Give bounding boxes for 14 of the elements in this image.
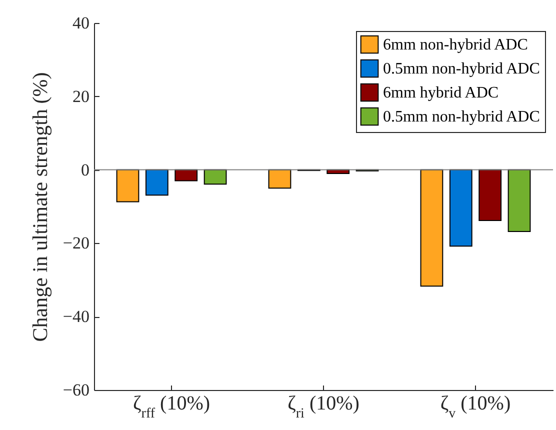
legend-label: 6mm non-hybrid ADC [383,36,528,54]
legend-label: 0.5mm non-hybrid ADC [383,60,540,78]
y-tick-label: −20 [62,234,90,253]
y-tick-label: 0 [81,160,90,180]
x-tick-label: ζ$_{ri}$ (10%) [288,392,360,421]
y-tick-label: −40 [62,307,90,326]
y-axis-title: Change in ultimate strength (%) [28,72,52,342]
y-tick-label: −60 [62,380,90,400]
y-tick-label: 20 [72,86,90,106]
x-tick-label: ζ$_{rff}$ (10%) [133,392,210,421]
x-tick-label: ζ$_{v}$ (10%) [440,392,511,421]
legend-label: 6mm hybrid ADC [383,84,499,102]
legend-label: 0.5mm non-hybrid ADC [383,108,540,126]
y-tick-label: 40 [72,14,90,32]
